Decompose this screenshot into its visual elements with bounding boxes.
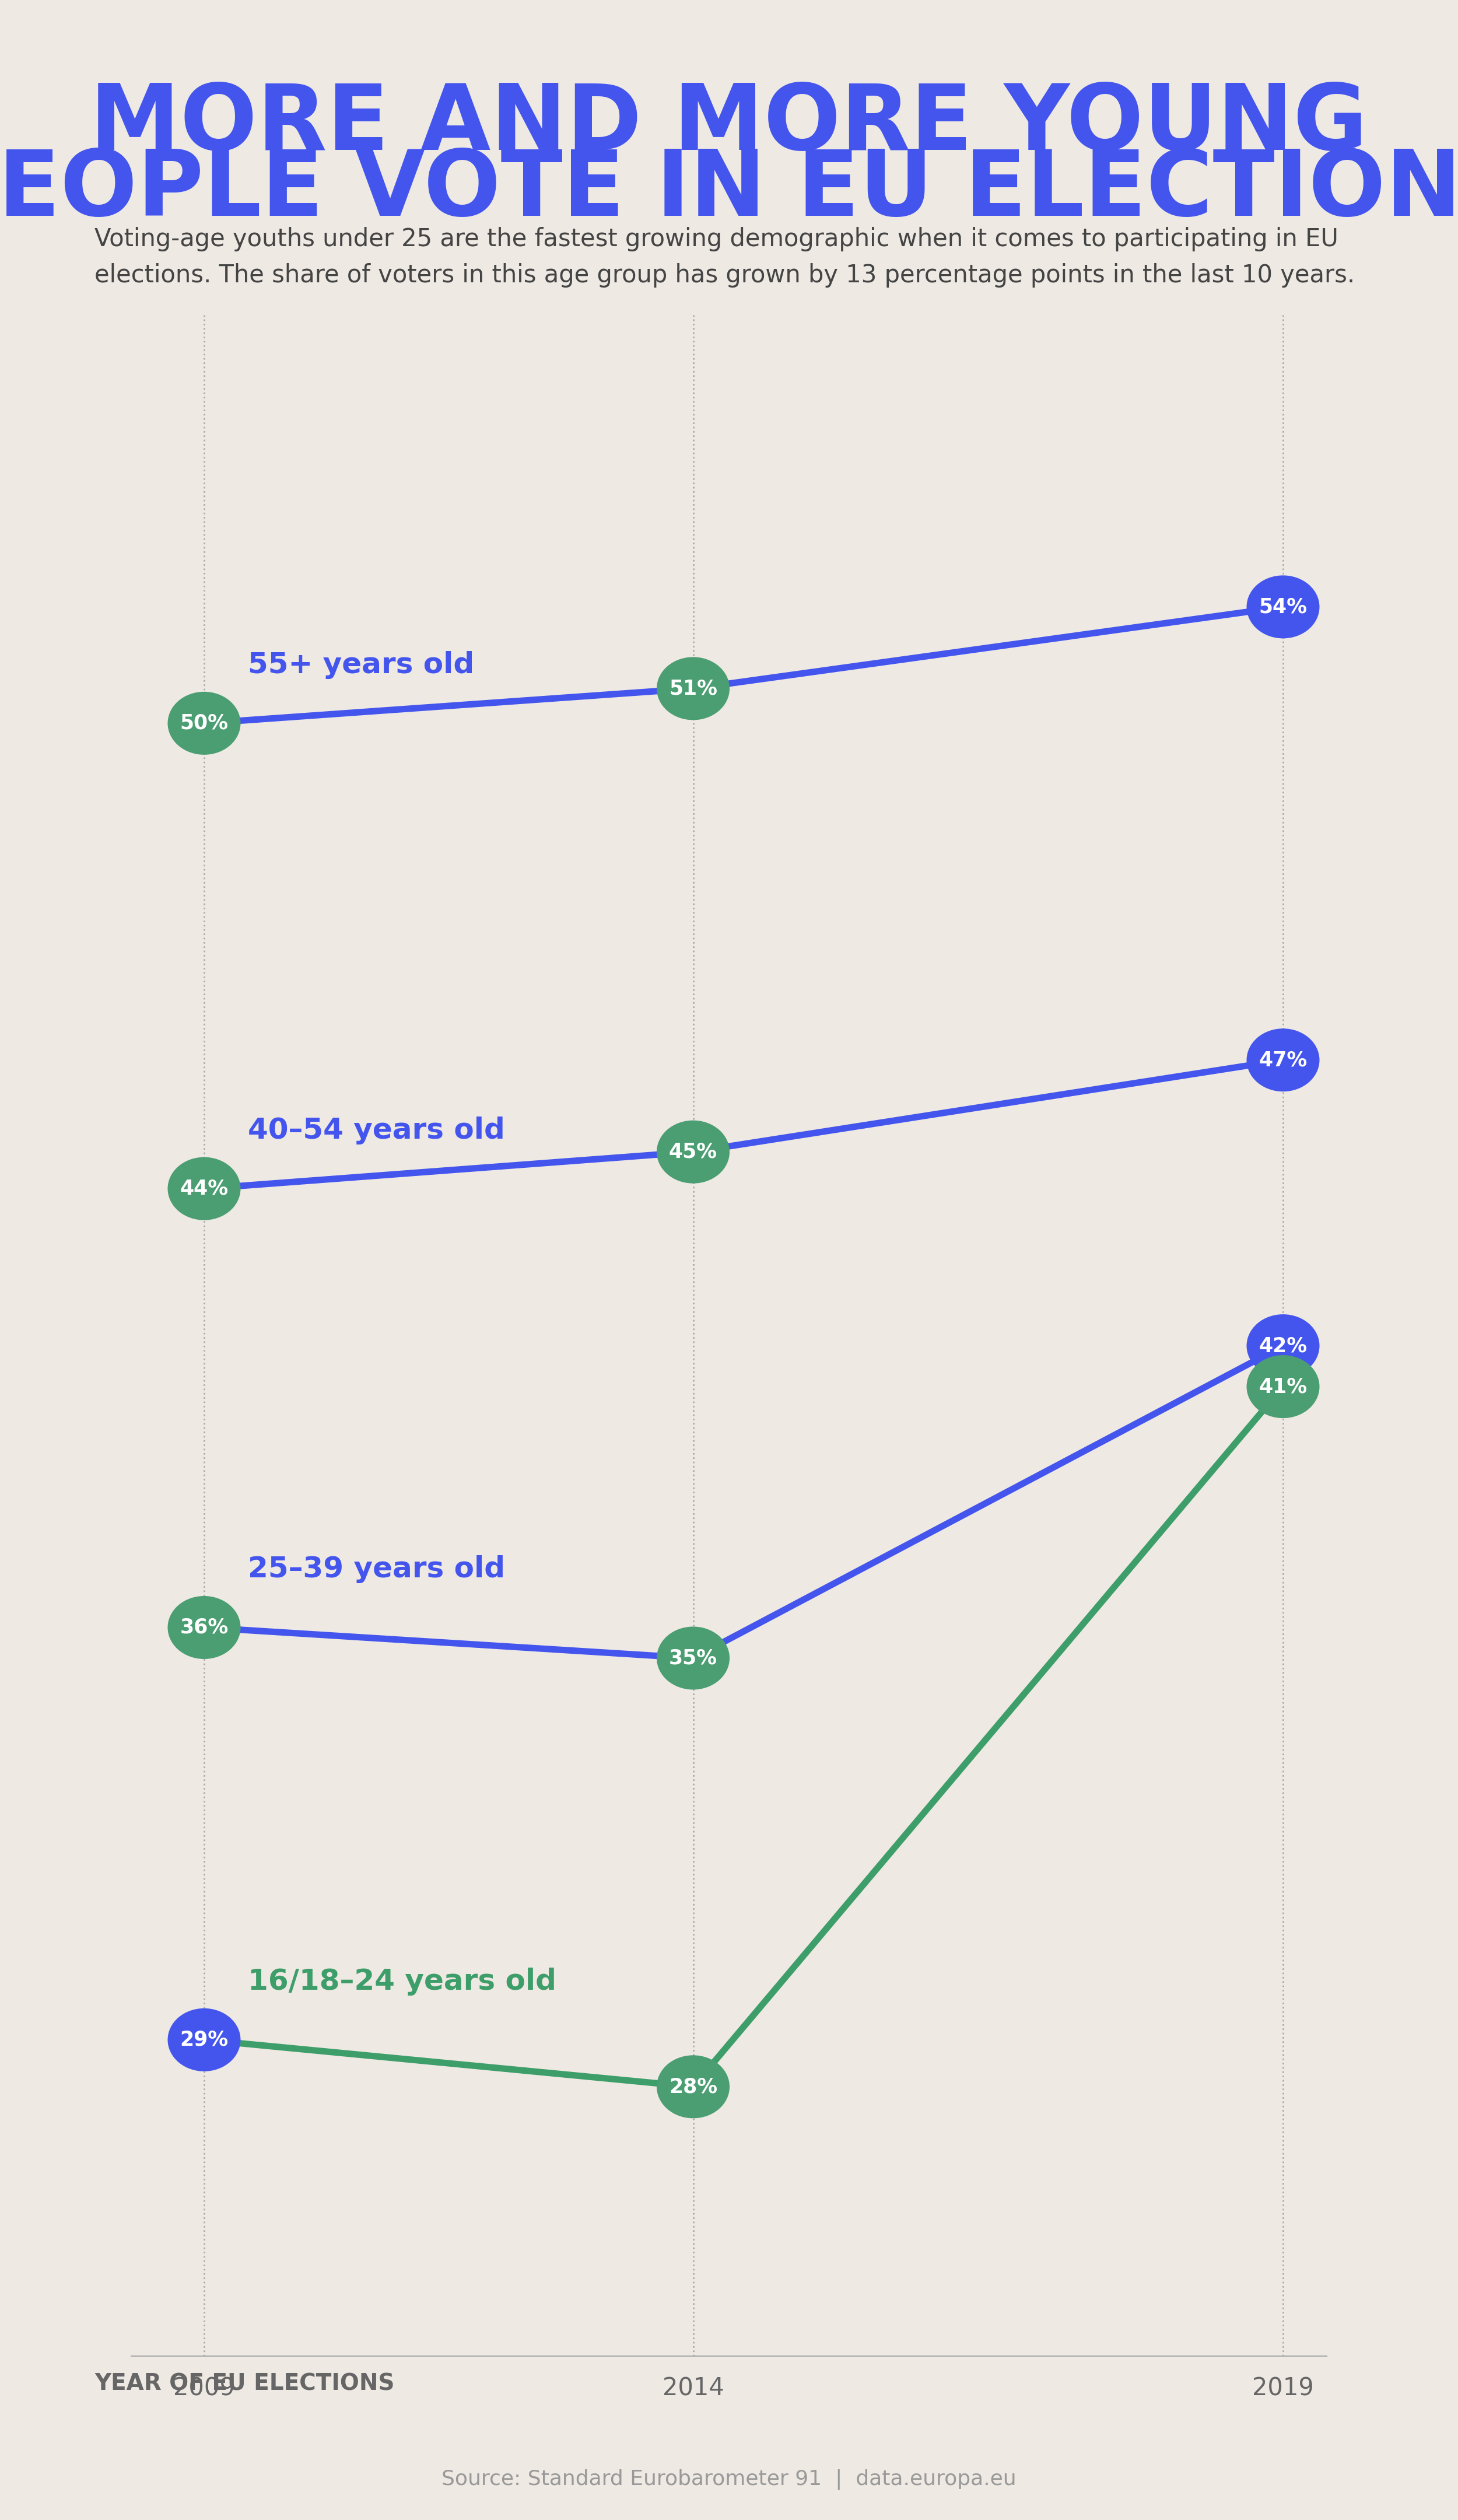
- Text: 29%: 29%: [179, 2031, 229, 2049]
- Text: Source: Standard Eurobarometer 91  |  data.europa.eu: Source: Standard Eurobarometer 91 | data…: [442, 2470, 1016, 2490]
- Text: 54%: 54%: [1258, 597, 1308, 617]
- Text: 16/18–24 years old: 16/18–24 years old: [248, 1968, 557, 1996]
- Text: 36%: 36%: [179, 1618, 229, 1638]
- Text: 25–39 years old: 25–39 years old: [248, 1555, 504, 1583]
- Ellipse shape: [168, 1157, 241, 1220]
- Text: Voting-age youths under 25 are the fastest growing demographic when it comes to : Voting-age youths under 25 are the faste…: [95, 227, 1354, 287]
- Ellipse shape: [1247, 1315, 1319, 1378]
- Text: 55+ years old: 55+ years old: [248, 650, 474, 678]
- Ellipse shape: [656, 1121, 729, 1184]
- Text: 42%: 42%: [1258, 1336, 1308, 1356]
- Text: 2019: 2019: [1252, 2376, 1314, 2402]
- Text: 2009: 2009: [174, 2376, 235, 2402]
- Ellipse shape: [168, 1595, 241, 1658]
- Text: 28%: 28%: [669, 2076, 717, 2097]
- Ellipse shape: [1247, 575, 1319, 638]
- Ellipse shape: [168, 690, 241, 753]
- Text: 41%: 41%: [1258, 1376, 1308, 1396]
- Text: 51%: 51%: [669, 678, 717, 698]
- Text: 47%: 47%: [1258, 1051, 1308, 1071]
- Text: 45%: 45%: [669, 1142, 717, 1162]
- Ellipse shape: [1247, 1028, 1319, 1091]
- Ellipse shape: [656, 658, 729, 721]
- Text: 44%: 44%: [179, 1179, 229, 1200]
- Text: 35%: 35%: [669, 1648, 717, 1668]
- Ellipse shape: [656, 2056, 729, 2119]
- Ellipse shape: [656, 1625, 729, 1688]
- Text: PEOPLE VOTE IN EU ELECTIONS: PEOPLE VOTE IN EU ELECTIONS: [0, 146, 1458, 234]
- Text: 40–54 years old: 40–54 years old: [248, 1116, 504, 1144]
- Text: MORE AND MORE YOUNG: MORE AND MORE YOUNG: [90, 81, 1368, 169]
- Text: 50%: 50%: [179, 713, 229, 733]
- Text: 2014: 2014: [662, 2376, 725, 2402]
- Ellipse shape: [168, 2008, 241, 2071]
- Text: YEAR OF EU ELECTIONS: YEAR OF EU ELECTIONS: [95, 2374, 395, 2394]
- Ellipse shape: [1247, 1356, 1319, 1419]
